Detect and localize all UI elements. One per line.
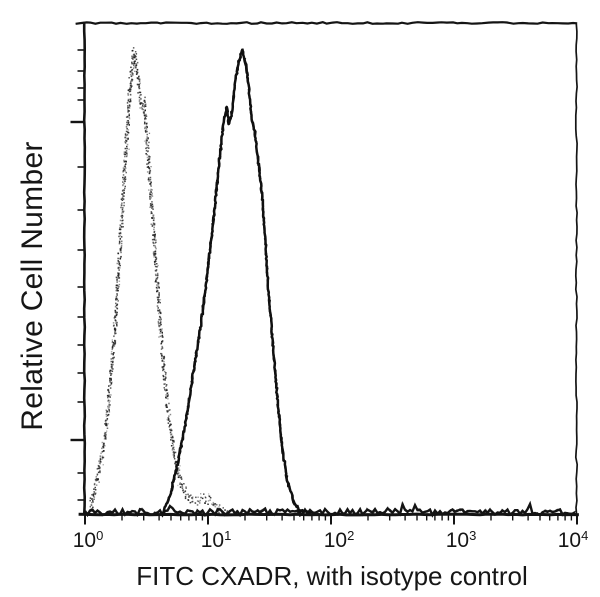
x-tick-label-10e2: 102 <box>324 527 355 553</box>
x-tick-base: 10 <box>200 529 225 552</box>
x-tick-base: 10 <box>323 529 348 552</box>
x-tick-base: 10 <box>445 529 470 552</box>
x-axis-label: FITC CXADR, with isotype control <box>136 561 528 591</box>
x-tick-label-10e0: 100 <box>73 527 104 553</box>
y-axis-label: Relative Cell Number <box>16 141 49 431</box>
x-tick-exponent: 0 <box>96 528 104 543</box>
x-tick-label-10e4: 104 <box>558 527 589 553</box>
x-tick-label-10e1: 101 <box>201 527 232 553</box>
x-tick-exponent: 3 <box>469 528 477 543</box>
x-tick-exponent: 4 <box>581 528 589 543</box>
x-tick-label-10e3: 103 <box>446 527 477 553</box>
x-tick-base: 10 <box>557 529 582 552</box>
x-tick-exponent: 2 <box>347 528 355 543</box>
x-tick-exponent: 1 <box>224 528 232 543</box>
x-tick-base: 10 <box>72 529 97 552</box>
